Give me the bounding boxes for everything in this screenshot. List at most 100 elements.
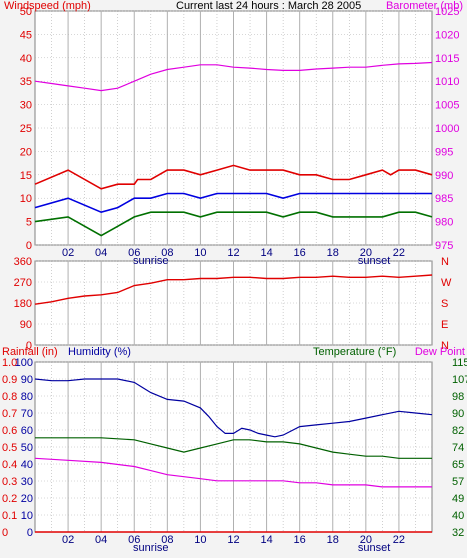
- rainfall-tick-label: 0.7: [2, 408, 17, 420]
- rainfall-tick-label: 0.9: [2, 374, 17, 386]
- direction-tick-label: 360: [14, 256, 32, 268]
- humidity-tick-label: 80: [21, 391, 33, 403]
- compass-tick-label: N: [441, 340, 449, 352]
- temperature-tick-label: 115: [452, 357, 467, 369]
- barometer-tick-label: 985: [435, 193, 453, 205]
- humidity-tick-label: 20: [21, 493, 33, 505]
- x-tick-label: 12: [227, 247, 239, 259]
- x-tick-label: 08: [161, 247, 173, 259]
- temperature-tick-label: 49: [452, 493, 464, 505]
- chart-title: Current last 24 hours : March 28 2005: [176, 0, 361, 12]
- compass-tick-label: W: [441, 277, 452, 289]
- windspeed-tick-label: 25: [20, 123, 32, 135]
- x-tick-label: 06: [128, 534, 140, 546]
- x-tick-label: 16: [294, 534, 306, 546]
- barometer-tick-label: 995: [435, 146, 453, 158]
- x-tick-label: 08: [161, 534, 173, 546]
- series-lines: [34, 61, 433, 533]
- rainfall-tick-label: 0: [2, 527, 8, 539]
- humidity-tick-label: 10: [21, 510, 33, 522]
- x-tick-label: 18: [327, 534, 339, 546]
- barometer-tick-label: 1000: [435, 123, 459, 135]
- x-tick-label: 14: [260, 247, 272, 259]
- humidity-tick-label: 100: [15, 357, 33, 369]
- compass-tick-label: N: [441, 256, 449, 268]
- sunrise-label: sunrise: [133, 542, 168, 554]
- humidity-axis-title: Humidity (%): [68, 346, 131, 358]
- temperature-axis-title: Temperature (°F): [313, 346, 396, 358]
- humidity-tick-label: 30: [21, 476, 33, 488]
- rainfall-tick-label: 0.6: [2, 425, 17, 437]
- x-tick-label: 20: [360, 247, 372, 259]
- wind-avg-line: [34, 192, 432, 214]
- x-tick-label: 22: [393, 534, 405, 546]
- barometer-axis-title: Barometer (mb): [386, 0, 463, 12]
- sunrise-label: sunrise: [133, 255, 168, 267]
- x-tick-label: 10: [194, 534, 206, 546]
- x-tick-label: 06: [128, 247, 140, 259]
- direction-tick-label: 180: [14, 298, 32, 310]
- grid-lines: [35, 10, 432, 533]
- barometer-tick-label: 1005: [435, 100, 459, 112]
- temperature-tick-label: 82: [452, 425, 464, 437]
- temperature-tick-label: 40: [452, 510, 464, 522]
- barometer-tick-label: 1010: [435, 76, 459, 88]
- windspeed-axis-title: Windspeed (mph): [4, 0, 91, 12]
- compass-tick-label: S: [441, 298, 448, 310]
- wind-max-line: [34, 164, 433, 190]
- rainfall-tick-label: 0.4: [2, 459, 17, 471]
- wind-min-line: [34, 211, 433, 237]
- barometer-tick-label: 1025: [435, 6, 459, 18]
- sunset-label: sunset: [358, 542, 390, 554]
- rainfall-tick-label: 0.8: [2, 391, 17, 403]
- temperature-tick-label: 32: [452, 527, 464, 539]
- x-tick-label: 02: [62, 534, 74, 546]
- temperature-tick-label: 65: [452, 459, 464, 471]
- rainfall-axis-title: Rainfall (in): [2, 346, 58, 358]
- rainfall-tick-label: 0.5: [2, 442, 17, 454]
- humidity-line: [34, 378, 433, 438]
- rainfall-tick-label: 0.1: [2, 510, 17, 522]
- x-tick-label: 16: [294, 247, 306, 259]
- x-tick-label: 20: [360, 534, 372, 546]
- barometer-tick-label: 980: [435, 217, 453, 229]
- barometer-tick-label: 990: [435, 170, 453, 182]
- humidity-tick-label: 70: [21, 408, 33, 420]
- windspeed-tick-label: 30: [20, 100, 32, 112]
- barometer-line: [34, 61, 433, 92]
- windspeed-tick-label: 0: [26, 240, 32, 252]
- temperature-tick-label: 57: [452, 476, 464, 488]
- windspeed-tick-label: 35: [20, 76, 32, 88]
- windspeed-tick-label: 20: [20, 146, 32, 158]
- rainfall-tick-label: 0.2: [2, 493, 17, 505]
- x-tick-label: 04: [95, 247, 107, 259]
- x-tick-label: 04: [95, 534, 107, 546]
- windspeed-tick-label: 10: [20, 193, 32, 205]
- windspeed-tick-label: 40: [20, 53, 32, 65]
- temperature-line: [35, 437, 432, 459]
- windspeed-tick-label: 45: [20, 29, 32, 41]
- sunset-label: sunset: [358, 255, 390, 267]
- x-tick-label: 14: [260, 534, 272, 546]
- windspeed-tick-label: 50: [20, 6, 32, 18]
- barometer-tick-label: 1020: [435, 29, 459, 41]
- humidity-tick-label: 50: [21, 442, 33, 454]
- rainfall-tick-label: 0.3: [2, 476, 17, 488]
- humidity-tick-label: 40: [21, 459, 33, 471]
- compass-tick-label: E: [441, 319, 448, 331]
- temperature-tick-label: 107: [452, 374, 467, 386]
- direction-tick-label: 90: [20, 319, 32, 331]
- humidity-tick-label: 0: [27, 527, 33, 539]
- direction-line: [34, 274, 433, 305]
- x-tick-label: 12: [227, 534, 239, 546]
- temperature-tick-label: 90: [452, 408, 464, 420]
- windspeed-tick-label: 5: [26, 217, 32, 229]
- barometer-tick-label: 1015: [435, 53, 459, 65]
- x-tick-label: 18: [327, 247, 339, 259]
- barometer-tick-label: 975: [435, 240, 453, 252]
- temperature-tick-label: 74: [452, 442, 464, 454]
- x-tick-label: 02: [62, 247, 74, 259]
